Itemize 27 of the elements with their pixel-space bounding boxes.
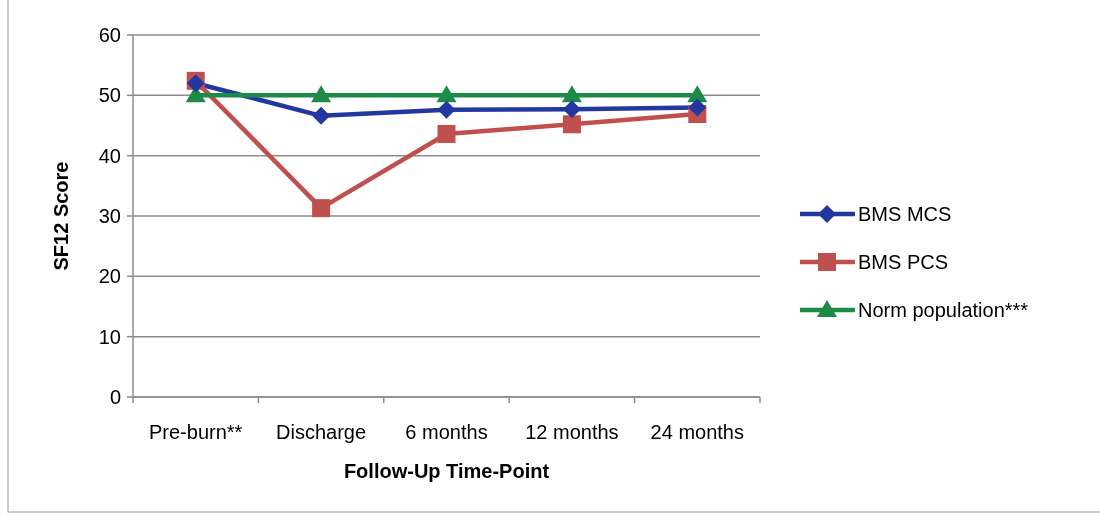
x-axis-title: Follow-Up Time-Point — [343, 460, 550, 482]
point — [437, 100, 456, 119]
point — [436, 85, 457, 103]
point — [311, 85, 332, 103]
y-tick-label: 20 — [98, 265, 121, 288]
y-tick-label: 30 — [98, 205, 121, 227]
legend-label: Norm population*** — [858, 299, 1029, 321]
point — [312, 106, 331, 125]
x-tick-label: Discharge — [276, 421, 367, 443]
legend-label: BMS MCS — [858, 203, 952, 225]
point — [688, 98, 707, 117]
point — [437, 124, 456, 143]
y-tick-label: 10 — [98, 325, 121, 348]
y-axis-title: SF12 Score — [50, 161, 72, 271]
x-tick-label: 12 months — [525, 421, 619, 443]
point — [562, 100, 581, 119]
point — [312, 199, 331, 218]
y-tick-label: 60 — [98, 24, 121, 46]
legend-label: BMS PCS — [858, 251, 949, 273]
x-tick-label: 6 months — [405, 421, 488, 443]
x-tick-label: Pre-burn** — [149, 421, 243, 443]
x-tick-label: 24 months — [650, 421, 744, 443]
y-tick-label: 50 — [98, 84, 121, 107]
point — [561, 85, 582, 103]
point — [562, 115, 581, 134]
y-tick-label: 0 — [109, 386, 121, 408]
y-tick-label: 40 — [98, 144, 121, 167]
